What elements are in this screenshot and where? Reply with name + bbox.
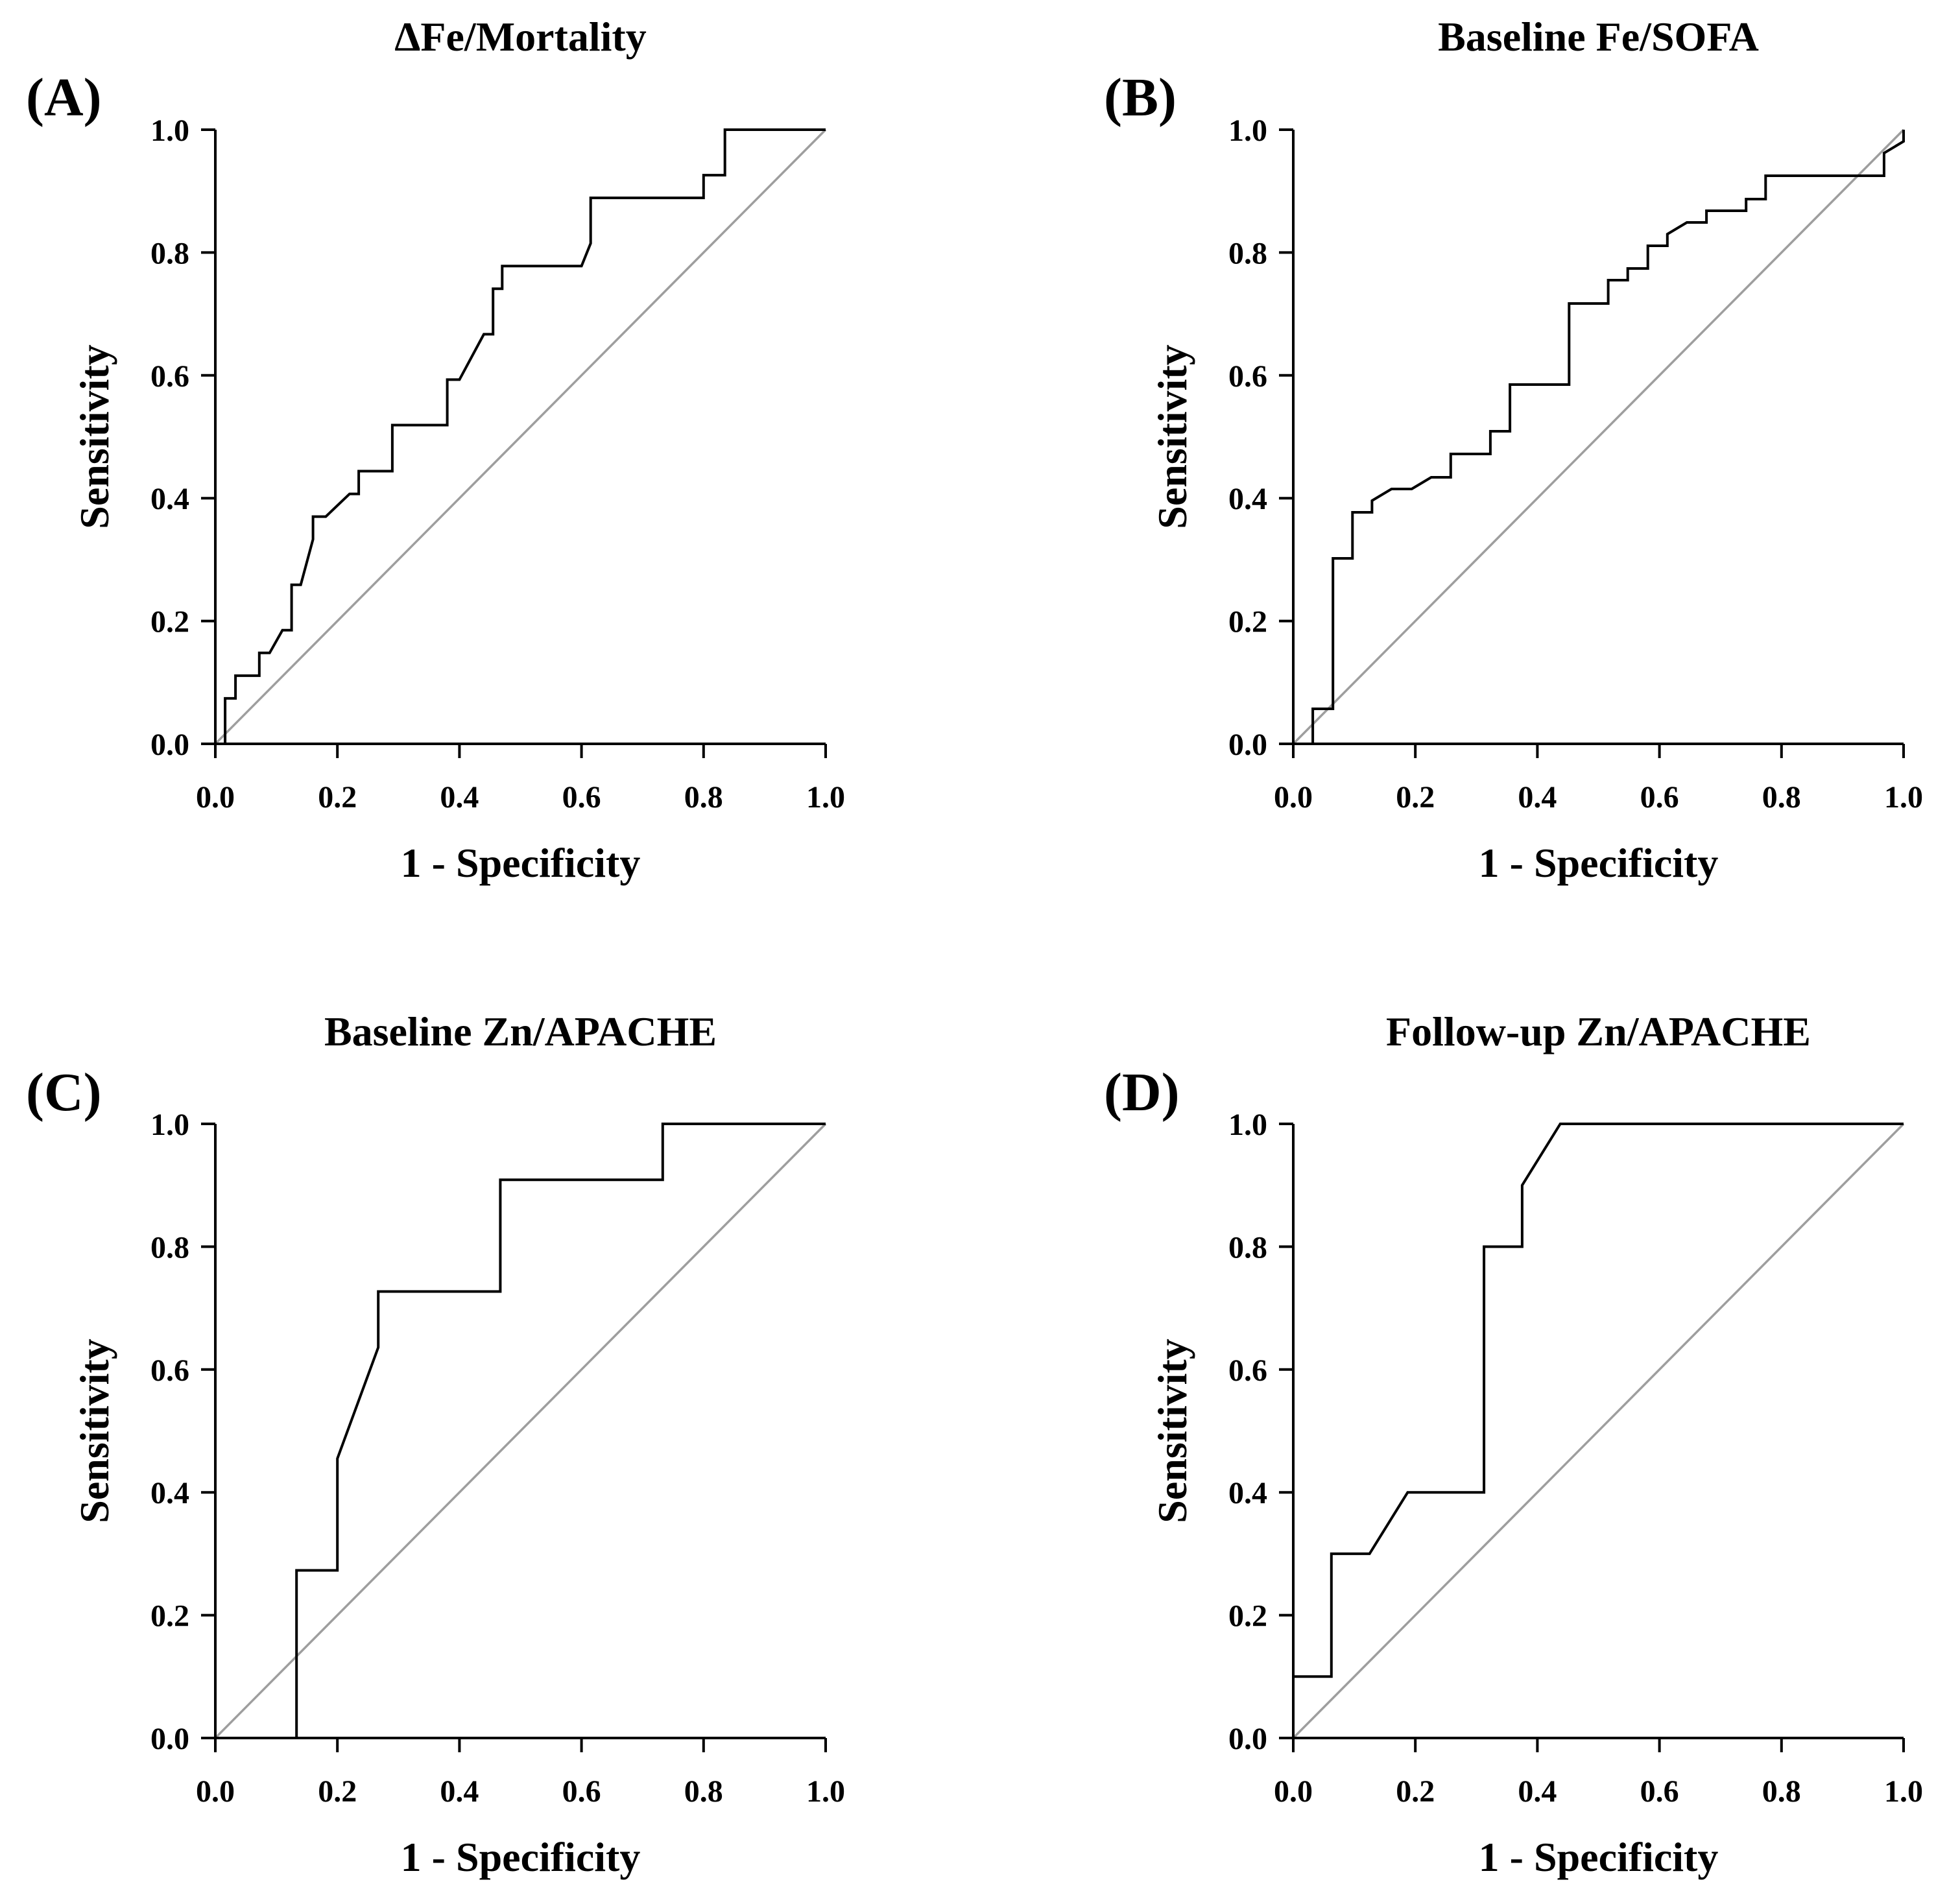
x-axis-title: 1 - Specificity [401, 1834, 641, 1880]
y-tick-label: 0.4 [1228, 482, 1267, 516]
x-tick-label: 1.0 [806, 1774, 845, 1809]
x-tick-label: 1.0 [806, 780, 845, 815]
y-tick-label: 0.8 [1228, 236, 1267, 270]
y-axis-title: Sensitivity [71, 1339, 117, 1523]
y-tick-label: 0.0 [1228, 728, 1267, 762]
y-tick-label: 0.6 [1228, 1353, 1267, 1388]
y-axis-title: Sensitivity [1149, 1339, 1195, 1523]
y-tick-label: 0.6 [150, 1353, 189, 1388]
roc-panel-a: ΔFe/Mortality (A) 0.0 0.2 0.4 0.6 0.8 1.0 0.0 0.2… [26, 14, 845, 886]
y-tick-label: 1.0 [150, 1108, 189, 1142]
y-tick-label: 0.2 [150, 605, 189, 639]
panel-title: Baseline Zn/APACHE [324, 1008, 717, 1054]
x-tick-label: 0.2 [318, 780, 357, 815]
panel-label: (A) [26, 67, 102, 128]
x-tick-label: 0.6 [1640, 1774, 1679, 1809]
x-tick-label: 0.4 [440, 1774, 479, 1809]
x-tick-label: 0.2 [1396, 780, 1435, 815]
x-tick-label: 0.0 [1274, 1774, 1313, 1809]
y-tick-label: 0.4 [1228, 1476, 1267, 1510]
panel-label: (C) [26, 1062, 102, 1123]
x-tick-label: 0.6 [562, 780, 601, 815]
y-tick-label: 1.0 [150, 113, 189, 148]
x-tick-label: 0.6 [1640, 780, 1679, 815]
roc-curve-line [224, 128, 826, 744]
x-tick-label: 0.8 [684, 1774, 723, 1809]
x-axis-title: 1 - Specificity [1479, 1834, 1719, 1880]
panel-label: (B) [1104, 67, 1177, 128]
roc-panel-b: Baseline Fe/SOFA (B) 0.0 0.2 0.4 0.6 0.8 1.0 0.0… [1104, 14, 1923, 886]
panel-title: Follow-up Zn/APACHE [1386, 1008, 1811, 1054]
y-axis-title: Sensitivity [1149, 344, 1195, 529]
y-tick-label: 0.8 [1228, 1230, 1267, 1265]
y-axis-title: Sensitivity [71, 344, 117, 529]
y-tick-label: 0.8 [150, 236, 189, 270]
panel-title: Baseline Fe/SOFA [1438, 14, 1759, 60]
y-tick-label: 0.2 [150, 1599, 189, 1634]
y-tick-label: 0.0 [150, 728, 189, 762]
y-tick-label: 1.0 [1228, 1108, 1267, 1142]
y-tick-label: 0.2 [1228, 1599, 1267, 1634]
y-tick-label: 0.4 [150, 482, 189, 516]
x-tick-label: 0.2 [1396, 1774, 1435, 1809]
roc-curve-line [1311, 130, 1905, 744]
y-tick-label: 0.6 [150, 359, 189, 394]
x-tick-label: 0.4 [1518, 1774, 1557, 1809]
roc-panel-d: Follow-up Zn/APACHE (D) 0.0 0.2 0.4 0.6 0.8 1.0… [1104, 1008, 1923, 1880]
panel-title: ΔFe/Mortality [394, 14, 646, 60]
x-tick-label: 0.0 [1274, 780, 1313, 815]
reference-diagonal-line [214, 128, 827, 745]
x-tick-label: 0.6 [562, 1774, 601, 1809]
x-tick-label: 1.0 [1884, 1774, 1923, 1809]
roc-curve-line [1292, 1123, 1904, 1738]
x-tick-label: 0.8 [1762, 780, 1801, 815]
roc-curve-line [295, 1123, 826, 1738]
reference-diagonal-line [1292, 128, 1905, 745]
y-tick-label: 0.0 [150, 1722, 189, 1756]
x-tick-label: 1.0 [1884, 780, 1923, 815]
x-axis-title: 1 - Specificity [401, 840, 641, 886]
x-tick-label: 0.4 [440, 780, 479, 815]
x-tick-label: 0.0 [196, 780, 235, 815]
y-tick-label: 0.0 [1228, 1722, 1267, 1756]
x-tick-label: 0.8 [684, 780, 723, 815]
roc-panel-c: Baseline Zn/APACHE (C) 0.0 0.2 0.4 0.6 0.8 1.0 0… [26, 1008, 845, 1880]
y-tick-label: 1.0 [1228, 113, 1267, 148]
x-axis-title: 1 - Specificity [1479, 840, 1719, 886]
x-tick-label: 0.2 [318, 1774, 357, 1809]
x-tick-label: 0.0 [196, 1774, 235, 1809]
x-tick-label: 0.4 [1518, 780, 1557, 815]
reference-diagonal-line [1292, 1123, 1905, 1739]
reference-diagonal-line [214, 1123, 827, 1739]
y-tick-label: 0.8 [150, 1230, 189, 1265]
y-tick-label: 0.2 [1228, 605, 1267, 639]
y-tick-label: 0.4 [150, 1476, 189, 1510]
x-tick-label: 0.8 [1762, 1774, 1801, 1809]
panel-label: (D) [1104, 1062, 1180, 1123]
y-tick-label: 0.6 [1228, 359, 1267, 394]
